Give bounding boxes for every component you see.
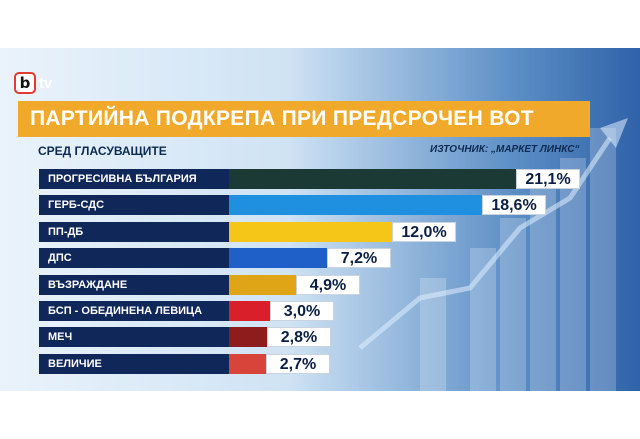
bar xyxy=(229,248,327,268)
bar-value-label: 18,6% xyxy=(482,195,546,215)
bar-label: ГЕРБ-СДС xyxy=(39,195,229,215)
logo-letter: b xyxy=(14,72,36,94)
bar xyxy=(229,327,267,347)
bar-value-label: 12,0% xyxy=(392,222,456,242)
bar xyxy=(229,169,516,189)
bar xyxy=(229,195,482,215)
bar xyxy=(229,275,296,295)
bar-label: МЕЧ xyxy=(39,327,229,347)
btv-logo: b tv xyxy=(14,72,52,94)
logo-text: tv xyxy=(39,74,53,92)
bar xyxy=(229,301,270,321)
bar-value-label: 21,1% xyxy=(516,169,580,189)
bar-value-label: 2,7% xyxy=(266,354,330,374)
source-note: ИЗТОЧНИК: „МАРКЕТ ЛИНКС“ xyxy=(430,144,580,155)
bar-label: ДПС xyxy=(39,248,229,268)
chart-subtitle: СРЕД ГЛАСУВАЩИТЕ xyxy=(38,144,167,158)
bar xyxy=(229,354,266,374)
bar xyxy=(229,222,392,242)
bar-label: ВЪЗРАЖДАНЕ xyxy=(39,275,229,295)
bar-label: БСП - ОБЕДИНЕНА ЛЕВИЦА xyxy=(39,301,229,321)
bar-value-label: 4,9% xyxy=(296,275,360,295)
bar-value-label: 3,0% xyxy=(270,301,334,321)
bar-value-label: 7,2% xyxy=(327,248,391,268)
bar-label: ПП-ДБ xyxy=(39,222,229,242)
bar-label: ПРОГРЕСИВНА БЪЛГАРИЯ xyxy=(39,169,229,189)
bar-label: ВЕЛИЧИЕ xyxy=(39,354,229,374)
bar-value-label: 2,8% xyxy=(267,327,331,347)
chart-title: ПАРТИЙНА ПОДКРЕПА ПРИ ПРЕДСРОЧЕН ВОТ xyxy=(18,101,590,137)
